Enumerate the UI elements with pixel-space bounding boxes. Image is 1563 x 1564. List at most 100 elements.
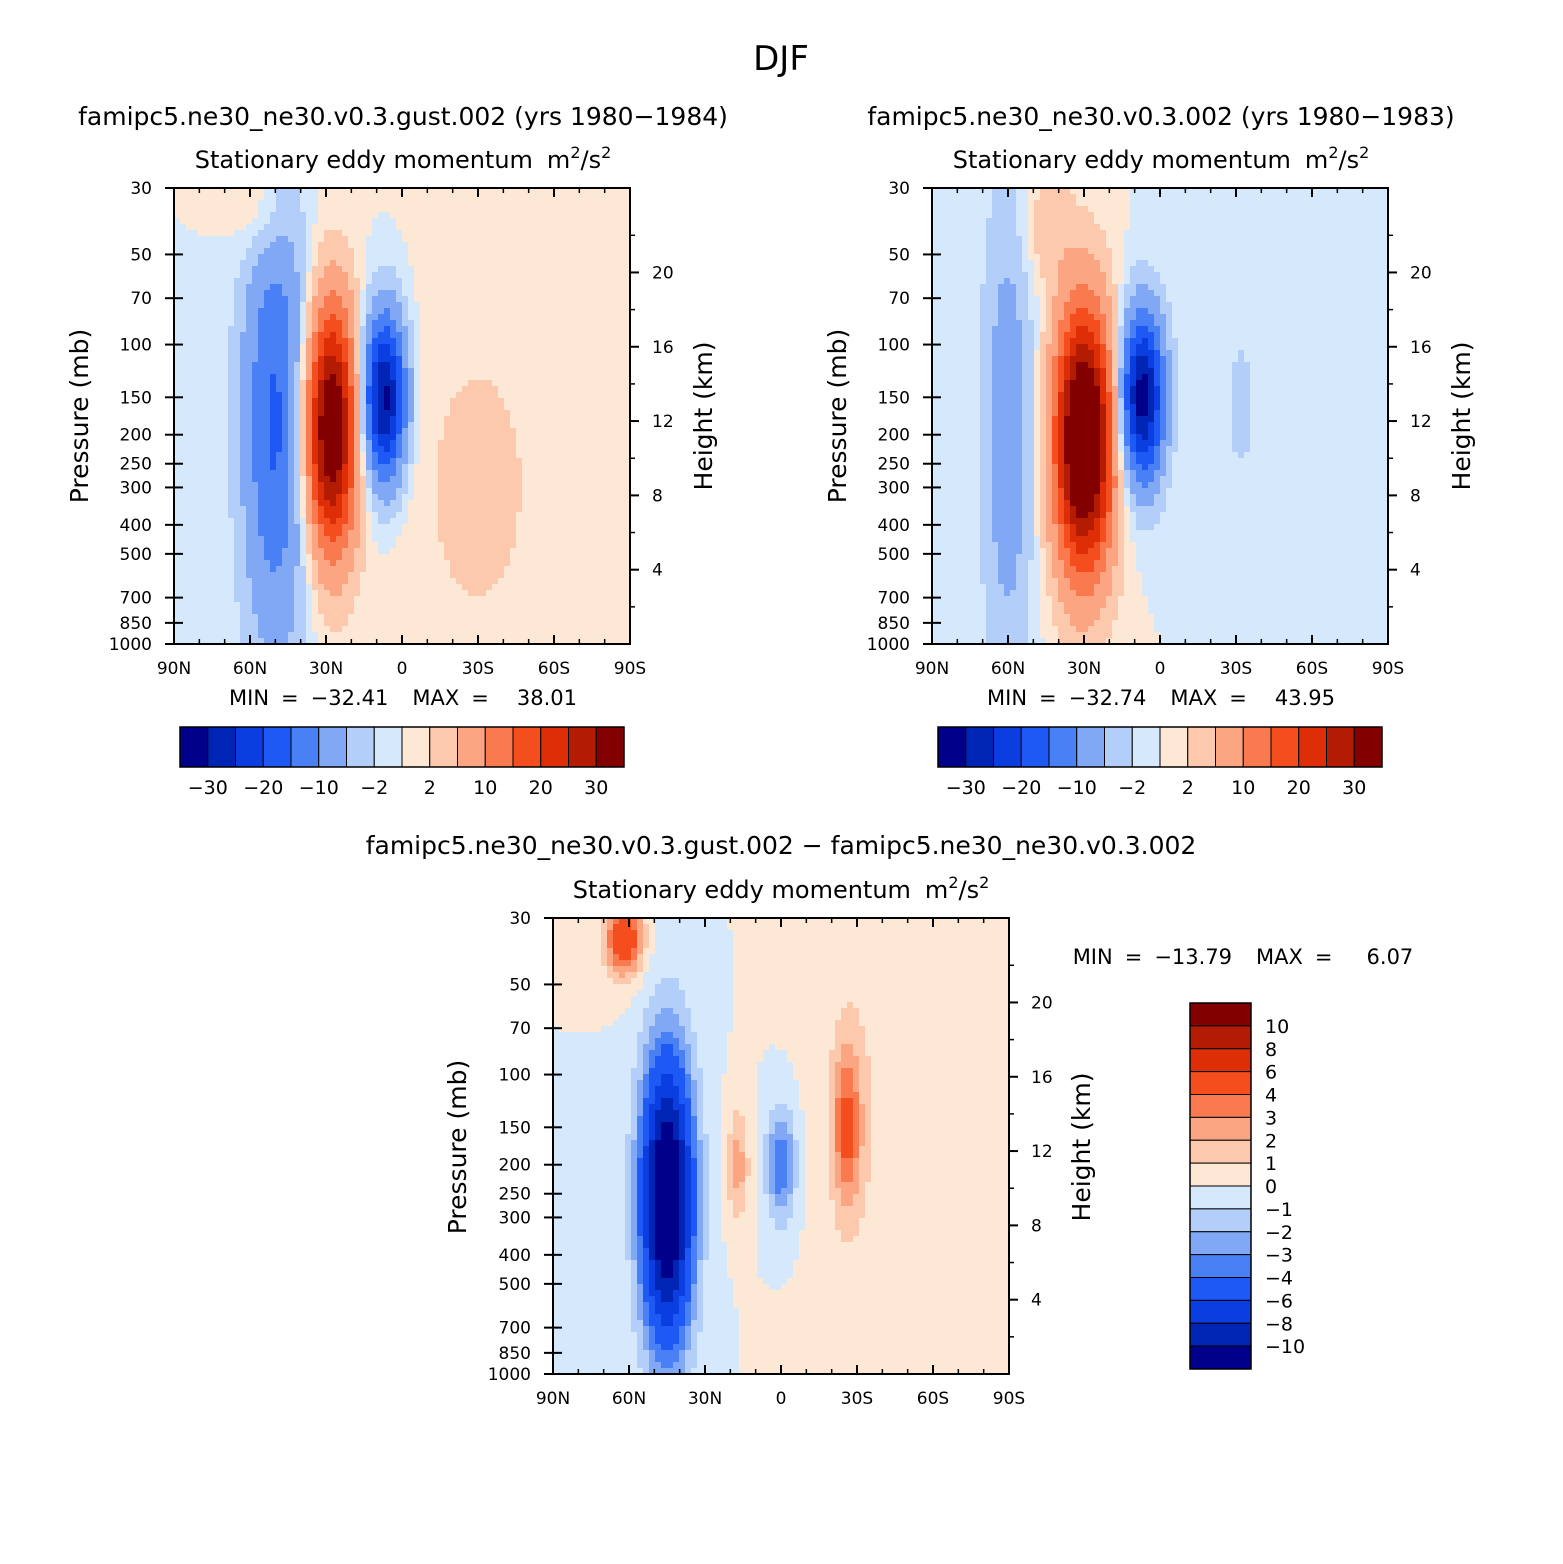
- heatmap-cell: [462, 536, 469, 543]
- heatmap-cell: [396, 278, 403, 285]
- heatmap-cell: [186, 206, 193, 213]
- heatmap-cell: [318, 452, 325, 459]
- heatmap-cell: [606, 500, 613, 507]
- heatmap-cell: [300, 314, 307, 321]
- heatmap-cell: [360, 500, 367, 507]
- heatmap-cell: [228, 212, 235, 219]
- heatmap-cell: [474, 452, 481, 459]
- heatmap-cell: [552, 386, 559, 393]
- heatmap-cell: [498, 242, 505, 249]
- heatmap-cell: [324, 452, 331, 459]
- heatmap-cell: [258, 362, 265, 369]
- heatmap-cell: [510, 428, 517, 435]
- heatmap-cell: [300, 482, 307, 489]
- heatmap-cell: [474, 260, 481, 267]
- heatmap-cell: [546, 320, 553, 327]
- heatmap-cell: [612, 248, 619, 255]
- heatmap-cell: [468, 506, 475, 513]
- heatmap-cell: [354, 188, 361, 195]
- heatmap-cell: [462, 212, 469, 219]
- heatmap-cell: [384, 236, 391, 243]
- heatmap-cell: [234, 434, 241, 441]
- heatmap-cell: [228, 188, 235, 195]
- heatmap-cell: [546, 218, 553, 225]
- heatmap-cell: [528, 368, 535, 375]
- heatmap-cell: [498, 218, 505, 225]
- heatmap-cell: [204, 368, 211, 375]
- heatmap-cell: [414, 494, 421, 501]
- heatmap-cell: [426, 572, 433, 579]
- heatmap-cell: [450, 566, 457, 573]
- heatmap-cell: [438, 284, 445, 291]
- heatmap-cell: [336, 386, 343, 393]
- heatmap-cell: [240, 440, 247, 447]
- heatmap-cell: [210, 386, 217, 393]
- heatmap-cell: [318, 236, 325, 243]
- heatmap-cell: [318, 572, 325, 579]
- heatmap-cell: [288, 212, 295, 219]
- heatmap-cell: [456, 374, 463, 381]
- heatmap-cell: [444, 242, 451, 249]
- heatmap-cell: [312, 494, 319, 501]
- heatmap-cell: [324, 392, 331, 399]
- heatmap-cell: [396, 242, 403, 249]
- heatmap-cell: [210, 392, 217, 399]
- heatmap-cell: [408, 266, 415, 273]
- heatmap-cell: [228, 374, 235, 381]
- heatmap-cell: [228, 338, 235, 345]
- heatmap-cell: [246, 260, 253, 267]
- heatmap-cell: [372, 434, 379, 441]
- heatmap-cell: [270, 278, 277, 285]
- heatmap-cell: [534, 392, 541, 399]
- heatmap-cell: [582, 386, 589, 393]
- heatmap-cell: [228, 266, 235, 273]
- heatmap-cell: [372, 428, 379, 435]
- heatmap-cell: [564, 290, 571, 297]
- heatmap-cell: [564, 302, 571, 309]
- heatmap-cell: [318, 278, 325, 285]
- heatmap-cell: [192, 566, 199, 573]
- heatmap-cell: [354, 206, 361, 213]
- heatmap-cell: [318, 440, 325, 447]
- heatmap-cell: [570, 242, 577, 249]
- heatmap-cell: [510, 404, 517, 411]
- heatmap-cell: [276, 506, 283, 513]
- heatmap-cell: [522, 284, 529, 291]
- heatmap-cell: [402, 296, 409, 303]
- heatmap-cell: [552, 458, 559, 465]
- heatmap-cell: [624, 446, 631, 453]
- heatmap-cell: [618, 206, 625, 213]
- heatmap-cell: [276, 464, 283, 471]
- heatmap-cell: [288, 260, 295, 267]
- heatmap-cell: [246, 404, 253, 411]
- heatmap-cell: [186, 356, 193, 363]
- heatmap-cell: [582, 260, 589, 267]
- heatmap-cell: [396, 476, 403, 483]
- heatmap-cell: [564, 566, 571, 573]
- panel-1-heatmap: [174, 188, 631, 645]
- heatmap-cell: [534, 326, 541, 333]
- heatmap-cell: [558, 506, 565, 513]
- heatmap-cell: [390, 308, 397, 315]
- heatmap-cell: [324, 344, 331, 351]
- heatmap-cell: [264, 440, 271, 447]
- heatmap-cell: [354, 344, 361, 351]
- heatmap-cell: [228, 230, 235, 237]
- heatmap-cell: [342, 308, 349, 315]
- heatmap-cell: [408, 476, 415, 483]
- heatmap-cell: [348, 308, 355, 315]
- heatmap-cell: [576, 338, 583, 345]
- heatmap-cell: [258, 266, 265, 273]
- heatmap-cell: [372, 218, 379, 225]
- heatmap-cell: [228, 296, 235, 303]
- heatmap-cell: [576, 218, 583, 225]
- heatmap-cell: [492, 260, 499, 267]
- heatmap-cell: [522, 542, 529, 549]
- heatmap-cell: [288, 200, 295, 207]
- heatmap-cell: [450, 314, 457, 321]
- heatmap-cell: [438, 434, 445, 441]
- heatmap-cell: [540, 272, 547, 279]
- heatmap-cell: [450, 530, 457, 537]
- heatmap-cell: [288, 332, 295, 339]
- heatmap-cell: [396, 200, 403, 207]
